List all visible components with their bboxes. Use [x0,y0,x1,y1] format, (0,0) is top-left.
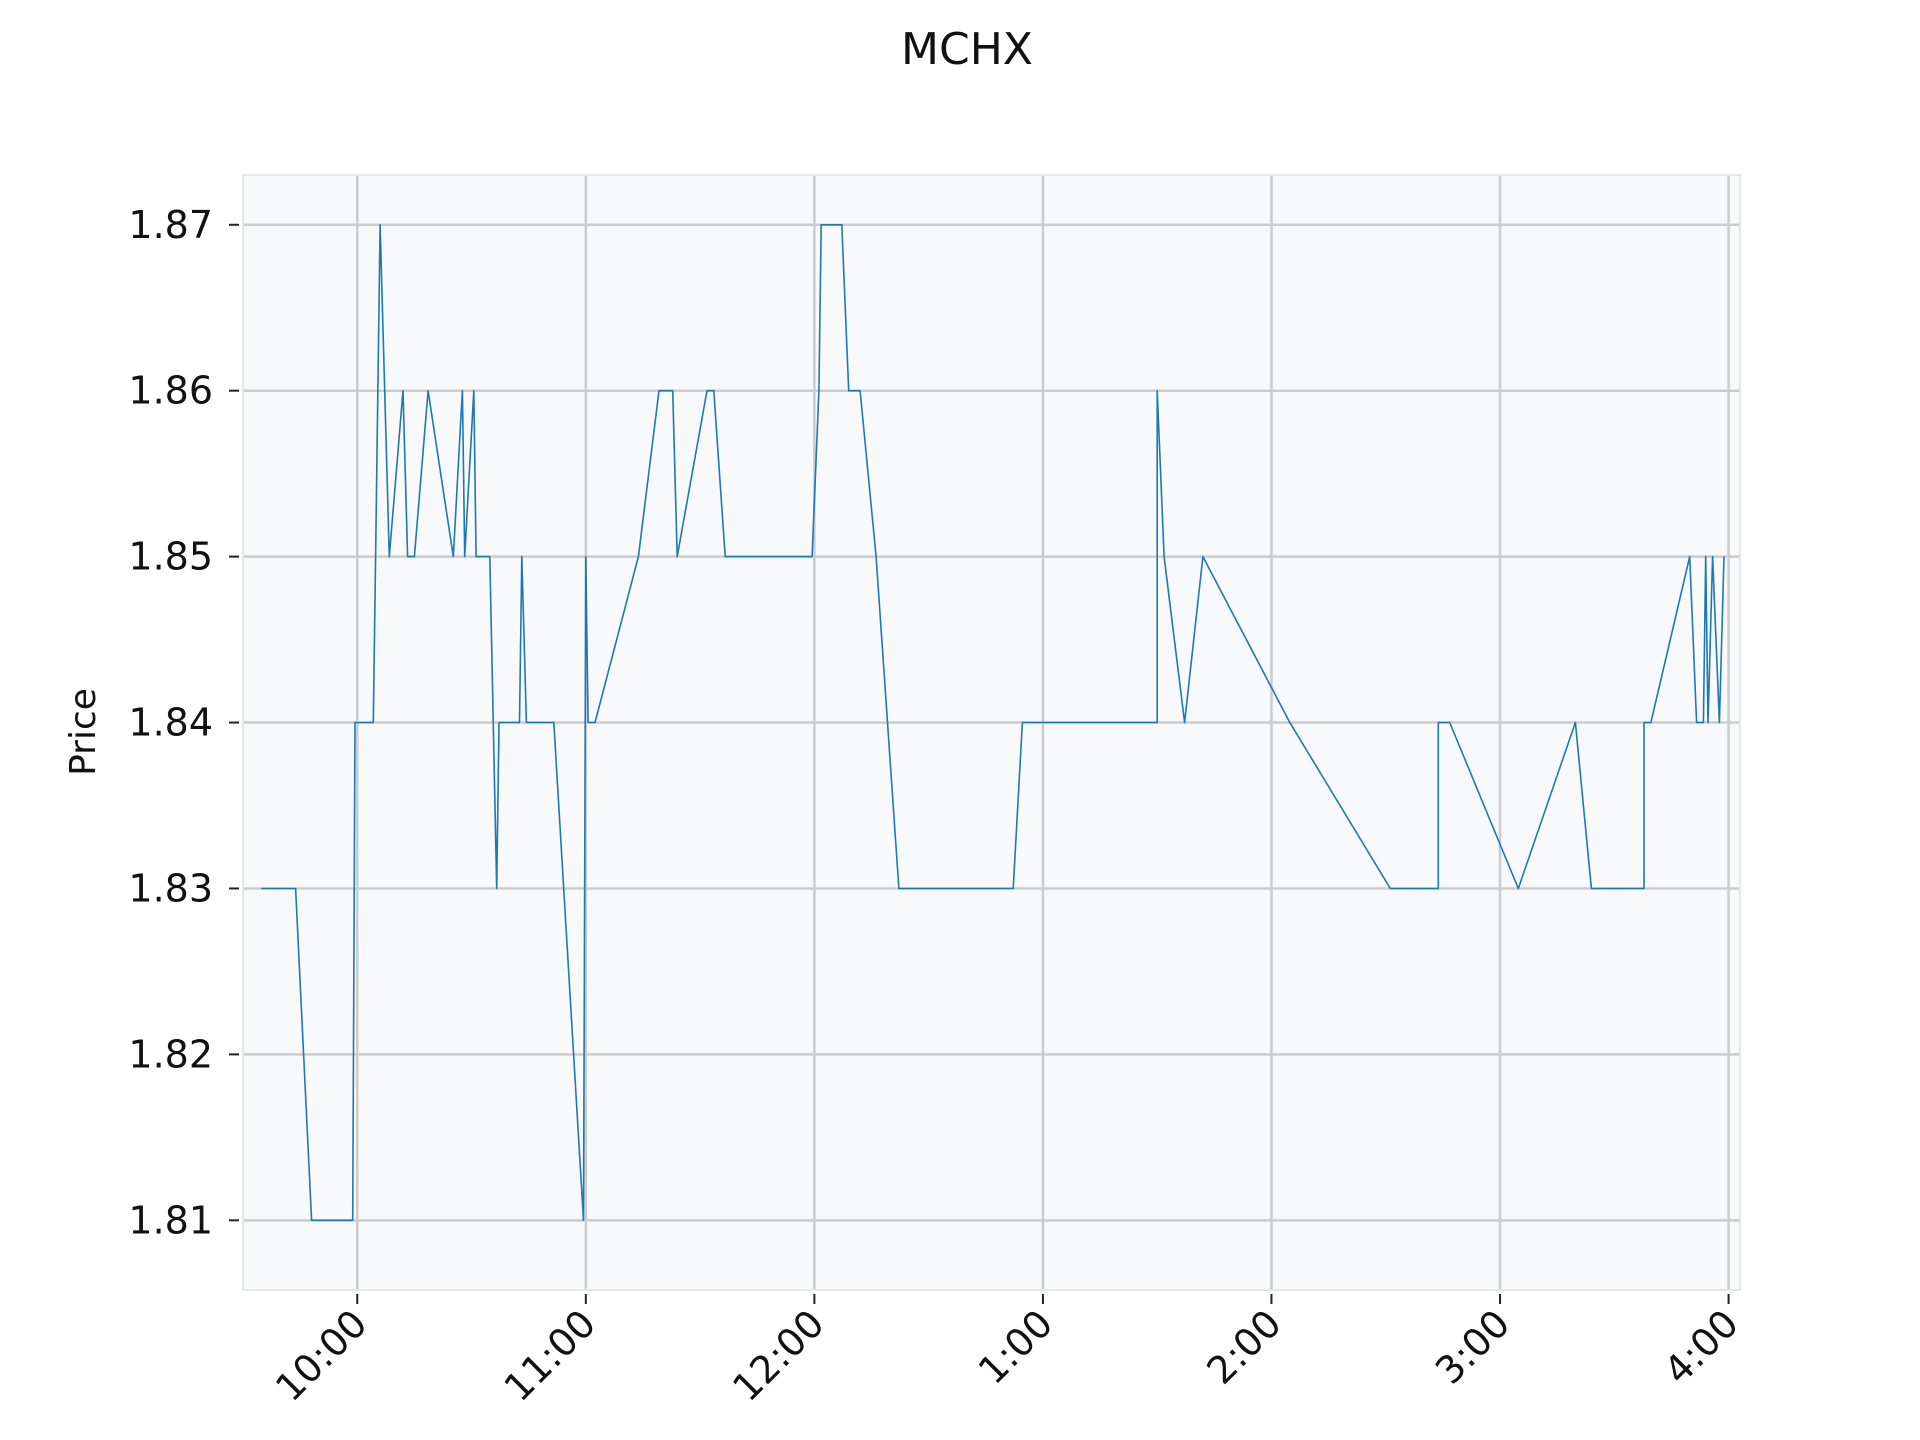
chart-title: MCHX [901,24,1033,75]
series-layer [261,224,1725,1222]
y-tick-label: 1.87 [128,203,213,247]
y-axis-ticks: 1.81 1.82 1.83 1.84 1.85 1.86 1.87 [128,203,239,1242]
y-tick-label: 1.81 [128,1198,213,1242]
y-tick-label: 1.86 [128,369,213,413]
plot-frame [242,174,1741,1291]
y-axis-label: Price [63,688,104,776]
axes [242,174,1741,1291]
series-line [261,224,1725,1222]
y-tick-label: 1.83 [128,866,213,910]
y-tick-label: 1.84 [128,701,213,745]
y-tick-label: 1.82 [128,1032,213,1076]
plot-area [243,175,1740,1290]
y-tick-label: 1.85 [128,535,213,579]
